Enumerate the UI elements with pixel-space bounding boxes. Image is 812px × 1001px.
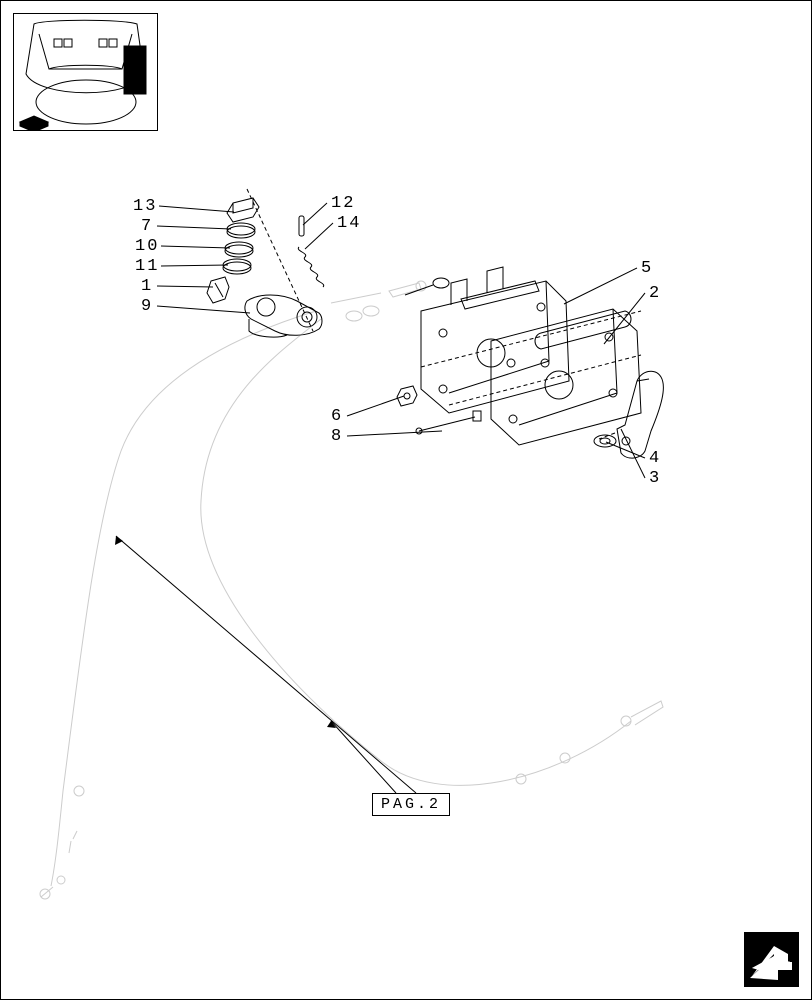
callout-lines xyxy=(1,1,812,1001)
part-lever-arm xyxy=(245,295,322,337)
callout-3: 3 xyxy=(649,469,661,488)
control-cables xyxy=(40,281,663,899)
part-bracket-outer xyxy=(491,309,641,445)
part-hand-lever xyxy=(599,371,663,458)
part-bracket-inner xyxy=(405,267,569,413)
callout-10: 10 xyxy=(135,237,159,256)
next-page-icon[interactable] xyxy=(744,932,799,987)
parts-diagram-page: 1371011191214526843 PAG.2 xyxy=(0,0,812,1000)
part-stack xyxy=(223,198,259,274)
part-spring xyxy=(298,247,323,287)
part-bolt xyxy=(416,411,481,434)
part-key-retainer xyxy=(207,277,229,303)
callout-6: 6 xyxy=(331,407,343,426)
location-thumbnail xyxy=(13,13,158,131)
callout-11: 11 xyxy=(135,257,159,276)
part-nut xyxy=(397,386,417,406)
part-washer xyxy=(594,435,616,447)
callout-4: 4 xyxy=(649,449,661,468)
callout-5: 5 xyxy=(641,259,653,278)
callout-2: 2 xyxy=(649,284,661,303)
part-roll-pin xyxy=(299,216,304,236)
callout-8: 8 xyxy=(331,427,343,446)
callout-14: 14 xyxy=(337,214,361,233)
callout-1: 1 xyxy=(141,277,153,296)
page-reference-box: PAG.2 xyxy=(372,793,450,816)
callout-7: 7 xyxy=(141,217,153,236)
callout-9: 9 xyxy=(141,297,153,316)
callout-12: 12 xyxy=(331,194,355,213)
callout-13: 13 xyxy=(133,197,157,216)
exploded-view xyxy=(1,1,812,1001)
